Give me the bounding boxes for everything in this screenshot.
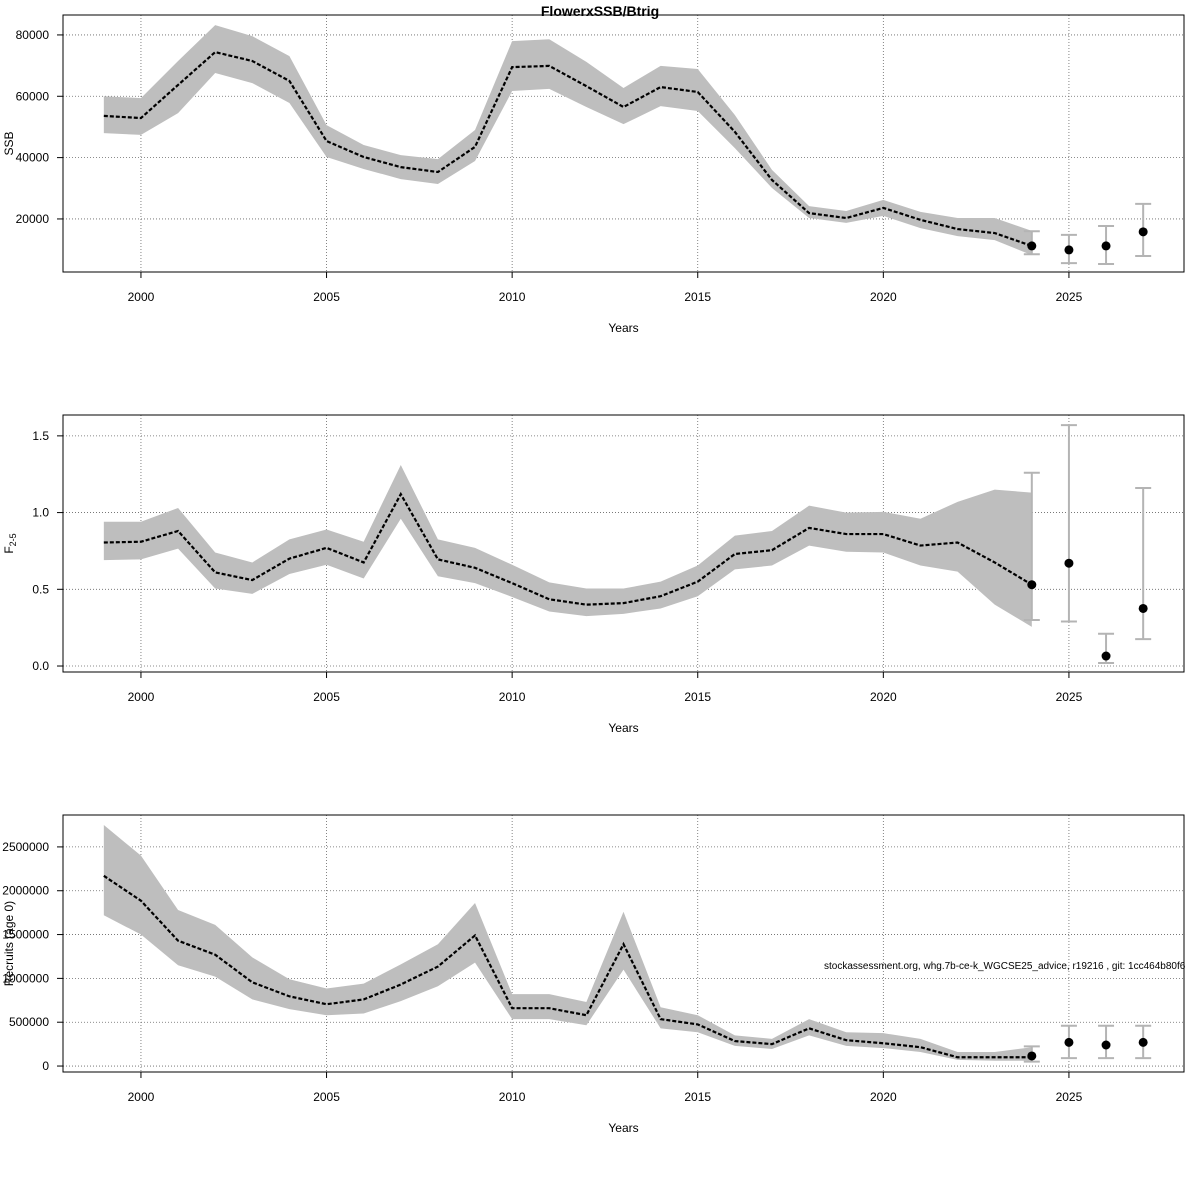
forecast-point: [1101, 1040, 1111, 1050]
x-tick-label: 2015: [684, 690, 711, 704]
y-axis-label: SSB: [2, 131, 16, 155]
forecast-point: [1064, 1037, 1074, 1047]
forecast-point: [1138, 227, 1148, 237]
x-tick-label: 2010: [499, 290, 526, 304]
estimate-line: [103, 491, 1033, 606]
forecast-point: [1064, 245, 1074, 255]
y-axis-label: Recruits (age 0): [2, 901, 16, 986]
x-tick-label: 2015: [684, 290, 711, 304]
y-tick-label: 1500000: [2, 928, 49, 942]
x-axis-label: Years: [608, 721, 638, 735]
y-tick-label: 80000: [16, 28, 50, 42]
x-tick-label: 2025: [1056, 1090, 1083, 1104]
x-tick-label: 2005: [313, 690, 340, 704]
annotation-text: stockassessment.org, whg.7b-ce-k_WGCSE25…: [824, 961, 1186, 972]
x-tick-label: 2025: [1056, 290, 1083, 304]
forecast-point: [1101, 651, 1111, 661]
x-tick-label: 2025: [1056, 690, 1083, 704]
x-tick-label: 2000: [128, 1090, 155, 1104]
forecast-point: [1064, 558, 1074, 568]
y-tick-label: 20000: [16, 212, 50, 226]
y-tick-label: 500000: [9, 1015, 49, 1029]
x-tick-label: 2005: [313, 1090, 340, 1104]
x-tick-label: 2020: [870, 690, 897, 704]
y-tick-label: 2000000: [2, 884, 49, 898]
confidence-band: [103, 25, 1032, 256]
y-tick-label: 2500000: [2, 840, 49, 854]
x-tick-label: 2000: [128, 290, 155, 304]
chart-title: FlowerxSSB/Btrig: [541, 3, 659, 19]
x-tick-label: 2020: [870, 290, 897, 304]
panel-1: 2000 2005 2010 2015 2020 2025 20000 40000 60000 8…: [2, 14, 1185, 335]
plot-frame: [62, 14, 1185, 273]
forecast-point: [1138, 603, 1148, 613]
forecast-point: [1027, 580, 1037, 590]
panel-3: 2000 2005 2010 2015 2020 2025 0 500000 1000000 15…: [2, 814, 1185, 1135]
panel-2: 2000 2005 2010 2015 2020 2025 0.0 0.5 1.0 1.5 Year…: [2, 414, 1185, 735]
plot-frame: [62, 414, 1185, 673]
forecast-point: [1101, 241, 1111, 251]
x-axis-label: Years: [608, 1121, 638, 1135]
x-tick-label: 2000: [128, 690, 155, 704]
x-tick-label: 2010: [499, 690, 526, 704]
estimate-line: [103, 50, 1033, 247]
y-tick-label: 1.5: [32, 429, 49, 443]
x-tick-label: 2005: [313, 290, 340, 304]
confidence-band: [103, 465, 1032, 627]
x-tick-label: 2020: [870, 1090, 897, 1104]
plot-frame: [62, 814, 1185, 1073]
y-tick-label: 0.5: [32, 582, 49, 596]
confidence-band: [103, 824, 1032, 1061]
y-tick-label: 0: [42, 1059, 49, 1073]
forecast-point: [1138, 1037, 1148, 1047]
y-tick-label: 0.0: [32, 659, 49, 673]
estimate-line: [103, 874, 1032, 1059]
forecast-point: [1027, 1051, 1037, 1061]
x-tick-label: 2015: [684, 1090, 711, 1104]
x-axis-label: Years: [608, 321, 638, 335]
y-tick-label: 1000000: [2, 971, 49, 985]
y-tick-label: 40000: [16, 151, 50, 165]
x-tick-label: 2010: [499, 1090, 526, 1104]
y-tick-label: 60000: [16, 89, 50, 103]
y-tick-label: 1.0: [32, 506, 49, 520]
forecast-point: [1027, 241, 1037, 251]
y-axis-label-subscript: 2-5: [8, 533, 18, 546]
